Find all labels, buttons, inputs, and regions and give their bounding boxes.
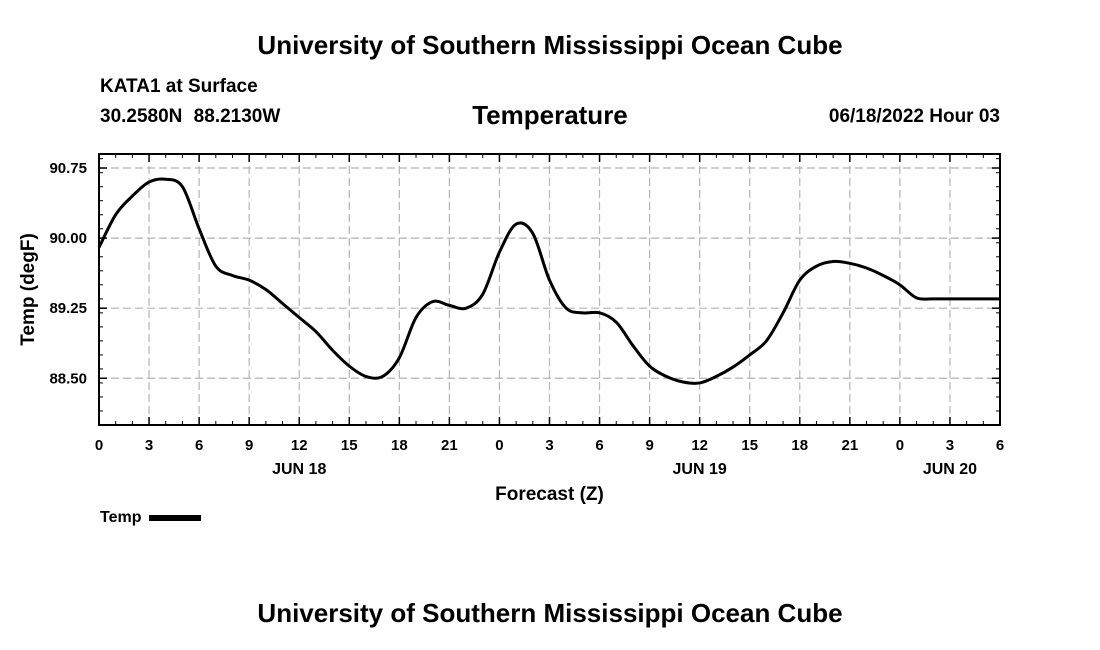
x-tick-label: 21: [441, 437, 458, 454]
footer-title: University of Southern Mississippi Ocean…: [257, 598, 843, 628]
y-tick-label: 89.25: [49, 300, 87, 317]
x-tick-label: 6: [195, 437, 203, 454]
x-tick-label: 9: [645, 437, 653, 454]
x-tick-label: 6: [595, 437, 603, 454]
x-tick-label: 0: [495, 437, 503, 454]
coordinates-label: 30.2580N 88.2130W: [100, 106, 281, 127]
datetime-label: 06/18/2022 Hour 03: [828, 106, 1000, 127]
x-tick-label: 9: [245, 437, 253, 454]
x-tick-label: 15: [341, 437, 358, 454]
date-label: JUN 20: [923, 461, 977, 478]
x-tick-label: 0: [896, 437, 904, 454]
date-label: JUN 19: [673, 461, 727, 478]
x-tick-label: 3: [145, 437, 153, 454]
x-tick-label: 0: [95, 437, 103, 454]
temp-series-line: [97, 177, 1000, 385]
station-label: KATA1 at Surface: [100, 76, 258, 97]
y-axis-label: Temp (degF): [18, 233, 39, 346]
x-tick-label: 6: [996, 437, 1004, 454]
plot-frame: [98, 153, 1001, 426]
legend-label: Temp: [100, 509, 142, 526]
legend: Temp: [100, 509, 202, 527]
x-tick-label: 12: [291, 437, 308, 454]
x-tick-label: 12: [691, 437, 708, 454]
y-tick-label: 90.75: [49, 160, 87, 177]
chart-title: Temperature: [472, 100, 628, 130]
x-tick-label: 18: [791, 437, 808, 454]
x-tick-label: 3: [946, 437, 954, 454]
legend-swatch: [149, 515, 202, 521]
y-tick-label: 90.00: [49, 230, 87, 247]
date-label: JUN 18: [272, 461, 326, 478]
page-title: University of Southern Mississippi Ocean…: [257, 30, 843, 60]
x-tick-label: 21: [841, 437, 858, 454]
x-tick-label: 18: [391, 437, 408, 454]
y-tick-label: 88.50: [49, 370, 87, 387]
x-tick-label: 3: [545, 437, 553, 454]
x-axis-label: Forecast (Z): [495, 484, 604, 505]
x-tick-label: 15: [741, 437, 758, 454]
